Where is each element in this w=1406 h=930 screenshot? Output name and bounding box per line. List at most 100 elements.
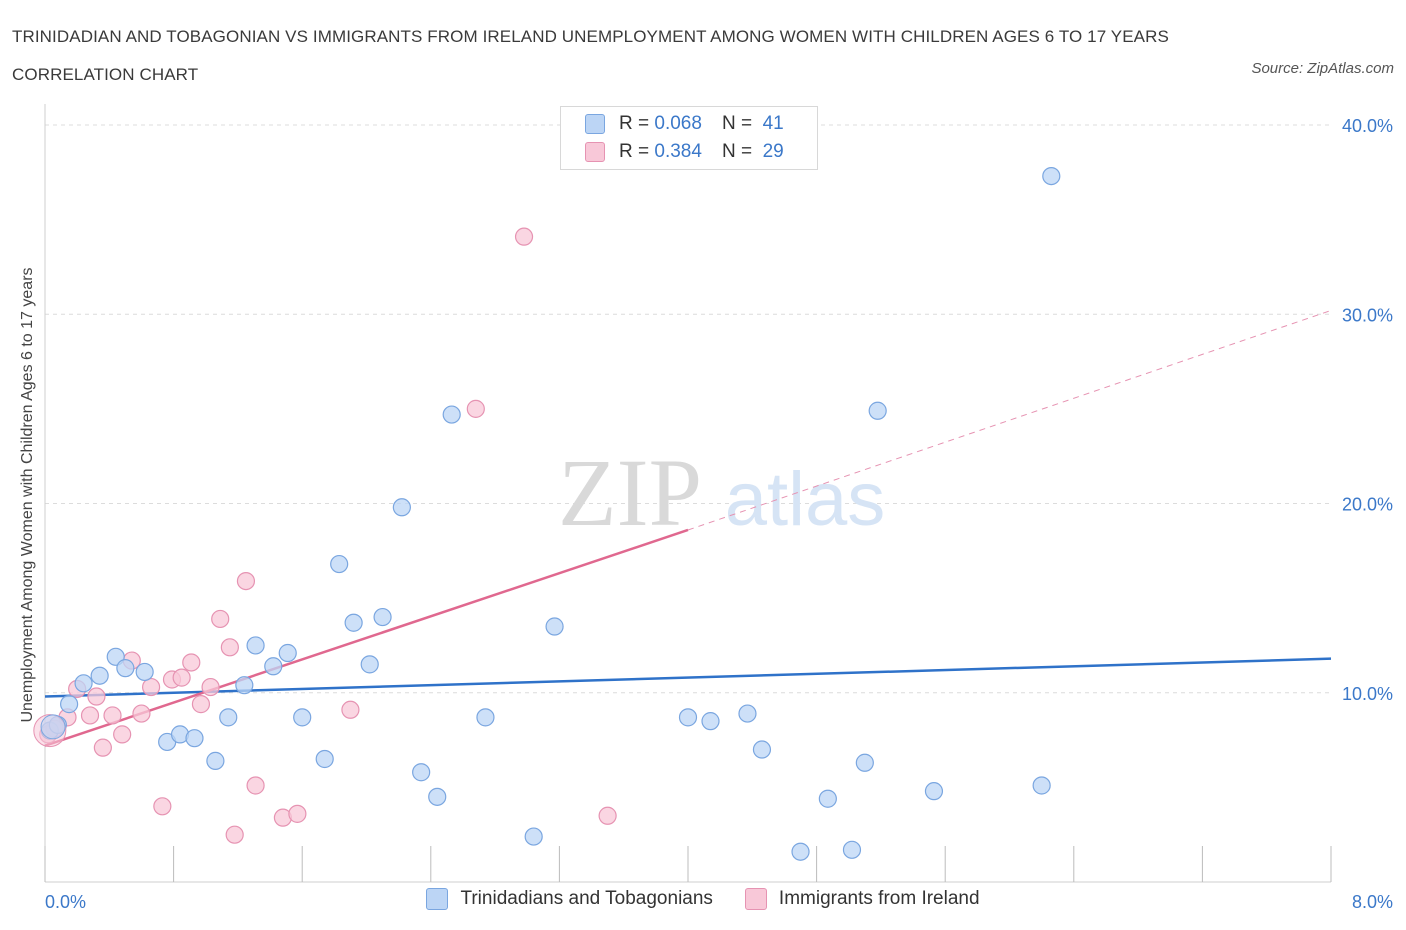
- point-series1: [752, 740, 772, 759]
- point-series1: [924, 782, 944, 801]
- legend-r-label: R =: [619, 113, 650, 134]
- point-series1: [412, 763, 431, 782]
- watermark: ZIP atlas: [558, 439, 885, 546]
- legend-swatch-blue: [426, 888, 449, 910]
- point-series1: [90, 666, 109, 685]
- trend-lines: [44, 309, 1332, 747]
- point-series2: [132, 704, 151, 723]
- legend-swatch-blue: [585, 114, 605, 134]
- legend-r-value-series1: 0.068: [654, 113, 702, 134]
- point-series2: [80, 706, 100, 725]
- point-series1: [855, 753, 874, 772]
- point-series1: [1042, 166, 1061, 186]
- point-series1: [135, 662, 154, 682]
- trend-line-series2: [44, 528, 689, 747]
- point-series1: [264, 657, 283, 676]
- point-series2: [246, 776, 265, 795]
- point-series1: [373, 607, 392, 627]
- legend-n-label: N =: [721, 113, 753, 134]
- point-series1: [842, 840, 862, 859]
- point-series2: [341, 700, 360, 719]
- point-series2: [113, 725, 132, 744]
- legend-swatch-pink: [585, 142, 605, 162]
- point-series1: [868, 401, 887, 420]
- point-series2: [236, 571, 256, 591]
- gridlines: [45, 124, 1331, 694]
- y-tick-label: 10.0%: [1342, 684, 1393, 704]
- series-legend: Trinidadians and Tobagonians Immigrants …: [0, 888, 1406, 910]
- tick-labels: 10.0% 20.0% 30.0% 40.0% 0.0% 8.0%: [45, 116, 1393, 912]
- axes: [44, 104, 1332, 883]
- x-tick-label-max: 8.0%: [1352, 892, 1393, 912]
- point-series1: [678, 708, 698, 727]
- point-series2: [141, 677, 161, 697]
- chart-title: TRINIDADIAN AND TOBAGONIAN VS IMMIGRANTS…: [12, 27, 1169, 84]
- legend-label-series1: Trinidadians and Tobagonians: [460, 888, 713, 909]
- legend-n-label: N =: [721, 141, 753, 162]
- point-series1: [116, 659, 135, 678]
- point-series1: [442, 405, 461, 424]
- y-tick-label: 20.0%: [1342, 495, 1393, 515]
- point-series2: [220, 638, 239, 657]
- source-label: Source: ZipAtlas.com: [1251, 60, 1394, 77]
- point-series1: [701, 712, 720, 731]
- legend-r-label: R =: [619, 141, 650, 162]
- legend-row-series2: R = 0.384 N = 29: [585, 140, 784, 164]
- point-series1: [206, 751, 225, 770]
- point-series2: [225, 825, 244, 844]
- point-series1: [246, 636, 265, 655]
- point-series1: [293, 708, 312, 727]
- point-series2: [172, 668, 191, 687]
- legend-n-value-series2: 29: [762, 141, 784, 162]
- watermark-atlas: atlas: [725, 457, 886, 542]
- point-series1: [738, 704, 757, 723]
- point-cluster-series1: [40, 714, 66, 740]
- point-series2: [191, 695, 211, 714]
- point-series1: [185, 729, 204, 748]
- point-series1: [315, 749, 334, 769]
- legend-n-value-series1: 41: [762, 113, 784, 134]
- point-series2: [182, 653, 201, 672]
- stats-legend: R = 0.068 N = 41 R = 0.384 N = 29: [560, 106, 818, 170]
- point-series1: [545, 617, 564, 636]
- point-series1: [74, 674, 93, 693]
- point-series2: [514, 227, 534, 246]
- legend-item-series2: Immigrants from Ireland: [744, 888, 980, 910]
- y-tick-label: 30.0%: [1342, 305, 1393, 325]
- legend-row-series1: R = 0.068 N = 41: [585, 112, 784, 136]
- legend-swatch-pink: [744, 888, 767, 910]
- point-series1: [219, 708, 238, 727]
- point-series2: [211, 609, 230, 629]
- point-series1: [60, 695, 79, 714]
- point-series2: [93, 738, 112, 757]
- point-series2: [153, 797, 172, 816]
- point-series1: [791, 842, 810, 861]
- point-series1: [392, 498, 411, 517]
- point-series1: [476, 708, 495, 727]
- trend-extension-series2: [687, 309, 1332, 531]
- point-series1: [344, 613, 363, 632]
- point-series1: [1032, 776, 1051, 795]
- point-series2: [598, 806, 617, 825]
- watermark-zip: ZIP: [558, 439, 702, 546]
- point-series1: [818, 789, 837, 808]
- point-series1: [360, 655, 379, 674]
- legend-r-value-series2: 0.384: [654, 141, 702, 162]
- point-series1: [428, 787, 447, 806]
- point-series2: [466, 399, 485, 418]
- legend-label-series2: Immigrants from Ireland: [778, 888, 980, 909]
- x-tick-label-min: 0.0%: [45, 892, 86, 912]
- point-series1: [235, 676, 254, 695]
- point-series2: [201, 677, 220, 697]
- trend-line-series1: [44, 657, 1332, 698]
- point-series2: [87, 687, 106, 706]
- legend-item-series1: Trinidadians and Tobagonians: [426, 888, 713, 910]
- y-tick-label: 40.0%: [1342, 116, 1393, 136]
- point-series1: [524, 827, 543, 846]
- point-series2: [103, 706, 122, 725]
- point-series2: [288, 804, 307, 823]
- point-series1: [330, 554, 349, 574]
- data-points: [33, 166, 1061, 861]
- point-series1: [278, 643, 297, 663]
